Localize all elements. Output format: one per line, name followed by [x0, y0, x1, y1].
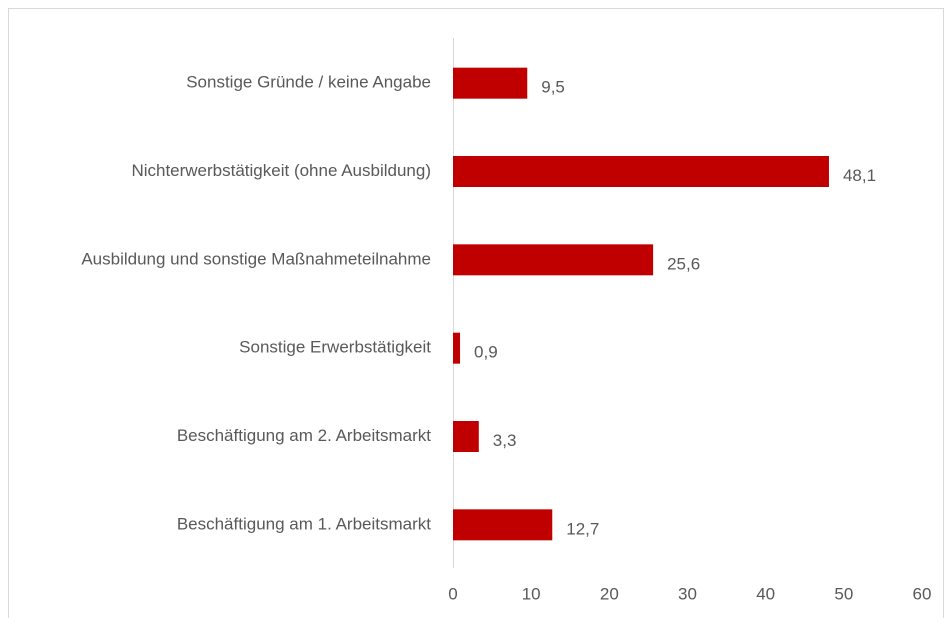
x-tick-label: 0	[448, 584, 457, 603]
value-label: 48,1	[843, 166, 876, 185]
value-label: 3,3	[493, 431, 517, 450]
y-tick-label: Sonstige Gründe / keine Angabe	[186, 73, 431, 92]
value-label: 9,5	[541, 78, 565, 97]
y-tick-label: Sonstige Erwerbstätigkeit	[239, 338, 431, 357]
bar	[453, 421, 479, 452]
x-tick-label: 50	[834, 584, 853, 603]
value-label: 12,7	[566, 519, 599, 538]
value-label: 0,9	[474, 343, 498, 362]
bar	[453, 244, 654, 276]
y-tick-label: Nichterwerbstätigkeit (ohne Ausbildung)	[131, 161, 431, 180]
value-label: 25,6	[667, 254, 700, 273]
bar	[453, 332, 461, 364]
x-tick-label: 30	[678, 584, 697, 603]
x-tick-label: 40	[756, 584, 775, 603]
bar	[453, 509, 553, 541]
bar	[453, 67, 528, 99]
x-tick-label: 10	[522, 584, 541, 603]
x-tick-label: 60	[913, 584, 932, 603]
y-tick-label: Ausbildung und sonstige Maßnahmeteilnahm…	[81, 249, 431, 268]
x-tick-label: 20	[600, 584, 619, 603]
bar	[453, 156, 829, 187]
y-tick-label: Beschäftigung am 1. Arbeitsmarkt	[177, 514, 431, 533]
y-tick-label: Beschäftigung am 2. Arbeitsmarkt	[177, 426, 431, 445]
